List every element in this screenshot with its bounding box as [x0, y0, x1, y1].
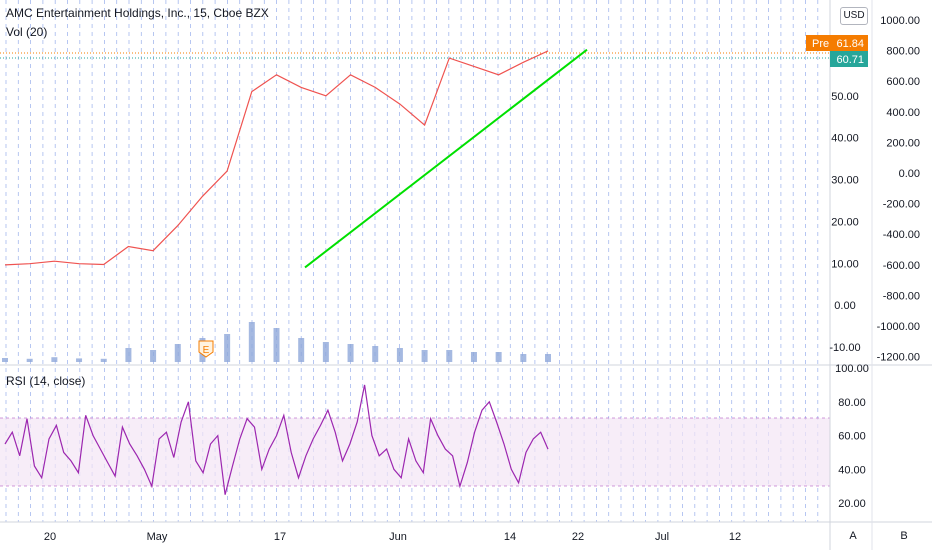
price-tick-label: 0.00 — [834, 300, 855, 312]
volume-bar — [421, 350, 428, 362]
rsi-tick-label: 80.00 — [838, 397, 866, 409]
volume-tick-label: -400.00 — [883, 229, 920, 241]
pre-price-tag: Pre 61.84 — [806, 35, 868, 51]
log-scale-button[interactable]: B — [900, 530, 908, 542]
last-price-value: 60.71 — [836, 54, 864, 66]
price-tick-label: 20.00 — [831, 216, 859, 228]
volume-bar — [298, 338, 305, 362]
volume-bar — [51, 357, 58, 362]
currency-badge[interactable]: USD — [840, 7, 868, 25]
time-axis: 20 May 17 Jun 14 22 Jul 12 — [44, 531, 741, 543]
earnings-marker[interactable]: E — [198, 340, 214, 358]
price-tick-label: 50.00 — [831, 91, 859, 103]
volume-bar — [26, 358, 33, 362]
volume-bar — [273, 328, 280, 362]
rsi-band — [0, 418, 830, 486]
volume-legend: Vol (20) — [6, 25, 48, 39]
rsi-tick-label: 60.00 — [838, 431, 866, 443]
volume-bar — [125, 348, 132, 362]
volume-bar — [470, 352, 477, 362]
volume-bar — [2, 358, 8, 362]
volume-tick-label: -1200.00 — [877, 352, 920, 364]
volume-tick-label: 400.00 — [886, 107, 920, 119]
volume-tick-label: -600.00 — [883, 260, 920, 272]
last-price-tag: 60.71 — [830, 51, 868, 67]
volume-bar — [495, 352, 502, 362]
rsi-axis: 100.00 80.00 60.00 40.00 20.00 — [835, 363, 869, 510]
rsi-legend: RSI (14, close) — [6, 374, 86, 388]
volume-tick-label: 600.00 — [886, 76, 920, 88]
volume-axis-right: 1000.00 800.00 600.00 400.00 200.00 0.00 -200.… — [877, 15, 920, 364]
trendline — [304, 48, 588, 269]
volume-bar — [372, 346, 379, 362]
volume-bars — [2, 322, 551, 362]
volume-tick-label: -1000.00 — [877, 321, 920, 333]
volume-tick-label: -200.00 — [883, 199, 920, 211]
volume-tick-label: 200.00 — [886, 137, 920, 149]
auto-scale-button[interactable]: A — [849, 530, 857, 542]
price-series — [4, 50, 549, 266]
volume-bar — [248, 322, 255, 362]
time-tick-label: 12 — [729, 531, 741, 543]
volume-bar — [545, 354, 551, 362]
volume-bar — [322, 342, 329, 362]
earnings-marker-label: E — [203, 345, 210, 356]
time-tick-label: 22 — [572, 531, 584, 543]
volume-bar — [520, 354, 527, 362]
rsi-tick-label: 40.00 — [838, 464, 866, 476]
volume-tick-label: 0.00 — [899, 168, 920, 180]
pre-price-label: Pre — [812, 38, 829, 50]
volume-tick-label: 1000.00 — [880, 15, 920, 27]
chart-title: AMC Entertainment Holdings, Inc., 15, Cb… — [6, 6, 269, 20]
time-tick-label: 17 — [274, 531, 286, 543]
volume-tick-label: -800.00 — [883, 290, 920, 302]
volume-bar — [76, 358, 83, 362]
volume-bar — [396, 348, 403, 362]
pre-price-value: 61.84 — [836, 38, 864, 50]
volume-bar — [446, 350, 453, 362]
rsi-tick-label: 20.00 — [838, 498, 866, 510]
time-tick-label: 20 — [44, 531, 56, 543]
time-tick-label: Jul — [655, 531, 669, 543]
price-tick-label: 40.00 — [831, 133, 859, 145]
time-tick-label: Jun — [389, 531, 407, 543]
time-tick-label: May — [147, 531, 168, 543]
rsi-tick-label: 100.00 — [835, 363, 869, 375]
time-tick-label: 14 — [504, 531, 516, 543]
rsi-series — [4, 384, 549, 495]
price-tick-label: 10.00 — [831, 258, 859, 270]
volume-bar — [150, 350, 157, 362]
price-tick-label: 30.00 — [831, 175, 859, 187]
volume-bar — [100, 358, 107, 362]
volume-tick-label: 800.00 — [886, 46, 920, 58]
price-tick-label: -10.00 — [829, 342, 860, 354]
volume-bar — [347, 344, 354, 362]
volume-bar — [174, 344, 181, 362]
volume-bar — [224, 334, 231, 362]
